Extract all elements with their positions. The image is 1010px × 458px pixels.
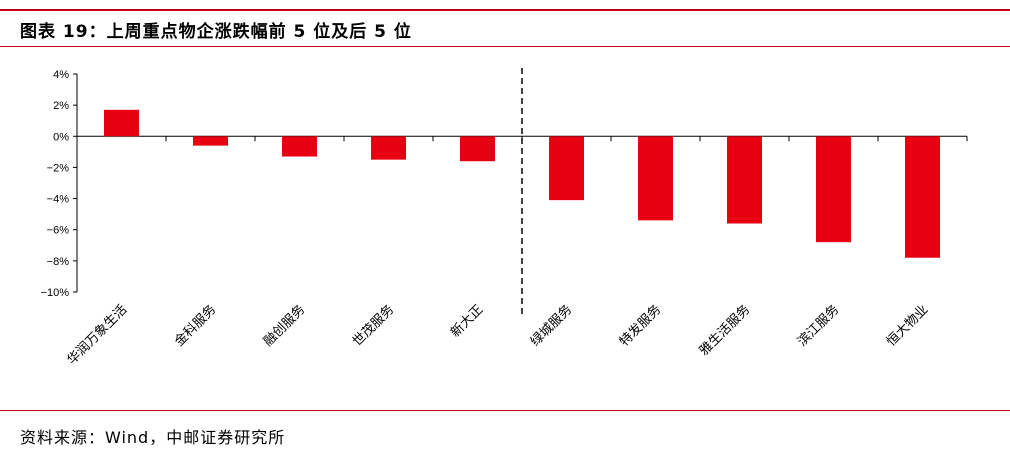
y-tick-label: −2% — [47, 162, 70, 174]
bar — [193, 136, 228, 146]
bar — [905, 136, 940, 258]
y-tick-label: −8% — [47, 256, 70, 268]
y-tick-label: 4% — [53, 69, 69, 81]
figure-title: 图表 19：上周重点物企涨跌幅前 5 位及后 5 位 — [20, 22, 412, 42]
category-label: 绿城服务 — [527, 302, 575, 350]
bar — [282, 136, 317, 157]
category-label: 金科服务 — [171, 302, 219, 350]
bar — [549, 136, 584, 201]
category-label: 融创服务 — [260, 302, 308, 350]
bar — [727, 136, 762, 224]
y-tick-label: 0% — [53, 131, 69, 143]
bar — [460, 136, 495, 162]
bar — [638, 136, 673, 221]
bar — [104, 109, 139, 137]
y-tick-label: 2% — [53, 100, 69, 112]
y-tick-label: −4% — [47, 194, 70, 206]
source-note: 资料来源：Wind，中邮证券研究所 — [20, 428, 286, 447]
category-label: 特发服务 — [616, 302, 664, 350]
category-label: 世茂服务 — [349, 302, 397, 350]
bar-chart: 4% 2% 0% −2% −4% −6% −8% −10% 华润万象生活 金科服务 融创服务 世茂服务… — [41, 68, 968, 368]
category-label: 滨江服务 — [794, 302, 842, 350]
bar — [816, 136, 851, 243]
bar — [371, 136, 406, 160]
footer-rule — [0, 410, 1010, 411]
category-label: 恒大物业 — [884, 302, 931, 349]
header-bottom-rule — [0, 46, 1010, 47]
y-tick-label: −10% — [41, 287, 70, 299]
category-label: 雅生活服务 — [696, 302, 753, 359]
header-top-rule — [0, 9, 1010, 11]
y-tick-label: −6% — [47, 225, 70, 237]
category-label: 华润万象生活 — [65, 302, 131, 368]
category-label: 新大正 — [447, 302, 486, 341]
